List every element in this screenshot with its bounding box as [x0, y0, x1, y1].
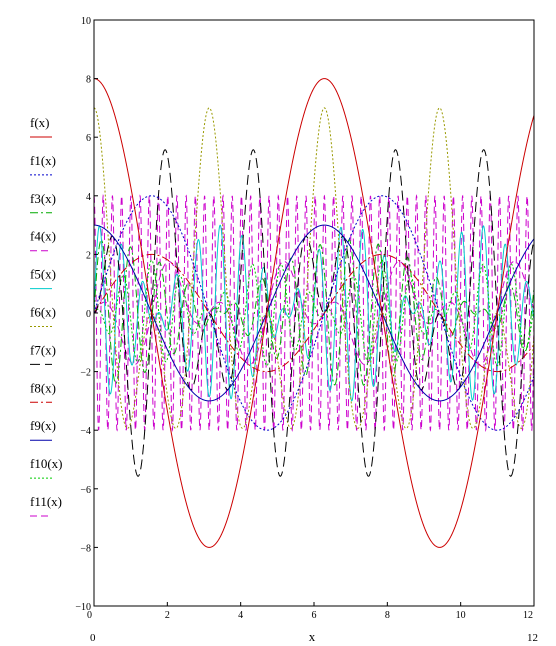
legend-label-fx: f(x): [30, 115, 50, 130]
series-line-f6x: [93, 107, 535, 429]
x-axis-label: x: [309, 629, 316, 644]
y-tick-label: 8: [86, 75, 91, 86]
x-tick-label: 4: [238, 610, 243, 621]
legend-label-f5x: f5(x): [30, 267, 56, 282]
legend-label-f9x: f9(x): [30, 418, 56, 433]
legend-label-f8x: f8(x): [30, 380, 56, 395]
axis-ticks: −10 −8 −6 −4 −2 0 2 4 6 8 10 0 2 4 6 8 10 12: [75, 16, 535, 621]
y-tick-label: 0: [86, 309, 91, 320]
x-tick-label: 0: [87, 610, 92, 621]
legend-label-f10x: f10(x): [30, 456, 63, 471]
legend-label-f1x: f1(x): [30, 153, 56, 168]
series-line-f11x: [93, 260, 535, 366]
legend-label-f3x: f3(x): [30, 191, 56, 206]
legend-label-f6x: f6(x): [30, 305, 56, 320]
y-tick-label: −2: [80, 368, 91, 379]
y-tick-label: 6: [86, 133, 91, 144]
x-range-max-label: 12: [527, 632, 538, 644]
series-line-f4x: [93, 193, 535, 433]
x-tick-label: 2: [165, 610, 170, 621]
legend-label-f4x: f4(x): [30, 229, 56, 244]
y-tick-label: 2: [86, 250, 91, 261]
y-tick-label: 4: [86, 192, 91, 203]
series-line-fx: [94, 78, 535, 548]
x-tick-label: 6: [312, 610, 317, 621]
series-line-f3x: [93, 239, 535, 386]
legend: f(x) f1(x) f3(x) f4(x) f5(x) f6(x) f7(x) f8(x) f…: [30, 115, 63, 517]
series-layer: [93, 78, 535, 548]
y-tick-label: −4: [80, 426, 91, 437]
y-tick-label: 10: [81, 16, 91, 27]
x-range-min-label: 0: [90, 632, 96, 644]
legend-label-f11x: f11(x): [30, 494, 62, 509]
x-tick-label: 10: [456, 610, 466, 621]
y-tick-label: −10: [75, 602, 91, 613]
series-line-f7x: [93, 149, 535, 477]
legend-label-f7x: f7(x): [30, 342, 56, 357]
x-tick-label: 8: [385, 610, 390, 621]
y-tick-label: −6: [80, 485, 91, 496]
y-tick-label: −8: [80, 543, 91, 554]
series-line-f10x: [93, 259, 535, 367]
x-tick-label: 12: [523, 610, 533, 621]
series-line-f9x: [94, 224, 535, 402]
